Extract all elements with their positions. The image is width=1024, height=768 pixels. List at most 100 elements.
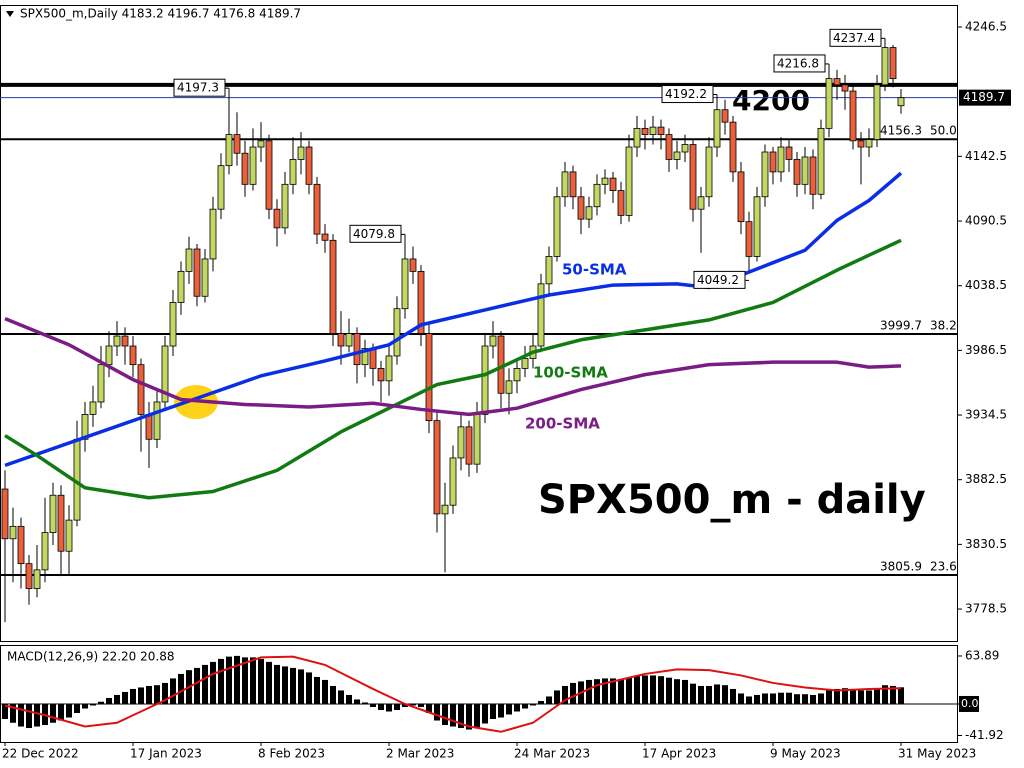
- candle-body: [137, 364, 145, 415]
- candle-body: [713, 109, 721, 148]
- candle-body: [721, 109, 729, 123]
- candle-body: [753, 196, 761, 257]
- y-tick-label: 4090.5: [965, 214, 1007, 228]
- y-tick-label: 3934.5: [965, 408, 1007, 422]
- candle-body: [249, 146, 257, 185]
- candle-body: [97, 364, 105, 403]
- candle-body: [457, 426, 465, 459]
- macd-bar: [162, 682, 168, 704]
- candle-body: [465, 426, 473, 465]
- macd-bar: [690, 683, 696, 704]
- candle-body: [129, 345, 137, 366]
- last-price-label: 4189.7: [963, 90, 1005, 104]
- x-tick-label: 24 Mar 2023: [514, 747, 590, 761]
- candle-body: [297, 146, 305, 160]
- candle-body: [217, 165, 225, 210]
- y-tick-label: -41.92: [965, 728, 1004, 742]
- candle-body: [17, 525, 25, 565]
- x-tick-label: 17 Jan 2023: [130, 747, 202, 761]
- macd-bar: [610, 678, 616, 704]
- macd-bar: [818, 693, 824, 704]
- macd-bar: [2, 703, 8, 720]
- macd-bar: [858, 690, 864, 704]
- resistance-label: 4200: [732, 84, 810, 117]
- candle-body: [553, 196, 561, 257]
- macd-bar: [426, 703, 432, 713]
- candle-body: [49, 494, 57, 533]
- macd-bar: [18, 703, 24, 727]
- macd-bar: [626, 677, 632, 704]
- title-arrow: [6, 11, 14, 17]
- zero-box: [959, 695, 979, 712]
- x-tick-label: 31 May 2023: [898, 747, 976, 761]
- candle-body: [369, 348, 377, 369]
- candle-body: [1, 488, 9, 540]
- candle-body: [257, 140, 265, 148]
- candle-body: [393, 308, 401, 357]
- y-tick-label: 3986.5: [965, 343, 1007, 357]
- macd-bar: [618, 679, 624, 704]
- candle-body: [881, 47, 889, 86]
- fib-label: 38.2: [930, 318, 957, 332]
- candle-body: [273, 208, 281, 229]
- candle-body: [177, 270, 185, 303]
- candle-body: [745, 221, 753, 257]
- macd-bar: [602, 678, 608, 704]
- candle-body: [489, 335, 497, 347]
- candle-body: [281, 183, 289, 229]
- y-tick-label: 3882.5: [965, 472, 1007, 486]
- macd-bar: [346, 694, 352, 704]
- candle-body: [809, 156, 817, 195]
- macd-bar: [170, 678, 176, 704]
- candle-body: [761, 151, 769, 198]
- candle-body: [417, 270, 425, 334]
- fib-value: 4156.3: [880, 124, 922, 138]
- candle-body: [633, 127, 641, 148]
- candle-body: [825, 78, 833, 129]
- macd-bar: [274, 664, 280, 704]
- candle-body: [25, 563, 33, 589]
- macd-bar: [138, 687, 144, 704]
- macd-bar: [122, 691, 128, 704]
- y-tick-label: 3830.5: [965, 537, 1007, 551]
- macd-bar: [538, 700, 544, 704]
- candle-body: [329, 239, 337, 334]
- candle-body: [185, 248, 193, 272]
- fib-value: 3999.7: [880, 318, 922, 332]
- candle-body: [609, 177, 617, 191]
- macd-bar: [26, 703, 32, 729]
- candle-body: [641, 127, 649, 135]
- x-tick-label: 22 Dec 2022: [2, 747, 79, 761]
- macd-bar: [714, 684, 720, 704]
- macd-bar: [650, 675, 656, 704]
- macd-bar: [594, 679, 600, 704]
- chart-annotation: SPX500_m - daily: [538, 477, 926, 523]
- candle-body: [265, 140, 273, 210]
- macd-bar: [298, 669, 304, 704]
- macd-bar: [442, 703, 448, 726]
- candle-body: [681, 144, 689, 153]
- macd-bar: [130, 688, 136, 704]
- candle-body: [665, 134, 673, 160]
- candle-body: [865, 139, 873, 148]
- candle-body: [857, 140, 865, 148]
- candle-body: [433, 420, 441, 515]
- macd-bar: [666, 677, 672, 704]
- fib-value: 3805.9: [880, 559, 922, 573]
- last-price-box: [959, 89, 1011, 106]
- macd-bar: [706, 685, 712, 704]
- macd-panel: 63.89 0.00 -41.92: [0, 648, 1004, 742]
- price-label: 4079.8: [353, 227, 395, 241]
- candle-body: [209, 208, 217, 260]
- macd-bar: [890, 685, 896, 704]
- macd-bar: [306, 672, 312, 704]
- macd-bar: [210, 661, 216, 704]
- macd-bar: [882, 685, 888, 704]
- macd-bar: [546, 696, 552, 704]
- candle-body: [673, 151, 681, 160]
- candle-body: [521, 358, 529, 369]
- macd-bar: [530, 703, 536, 706]
- macd-bar: [826, 690, 832, 704]
- macd-bar: [146, 685, 152, 704]
